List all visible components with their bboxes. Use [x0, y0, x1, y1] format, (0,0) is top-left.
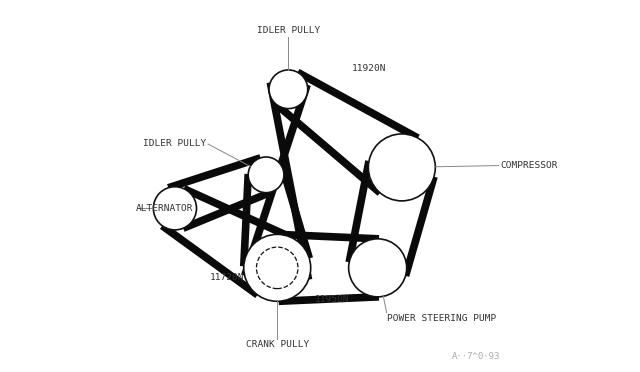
- Text: IDLER PULLY: IDLER PULLY: [257, 26, 320, 35]
- Text: A··7^0·93: A··7^0·93: [452, 352, 500, 361]
- Text: 11950N: 11950N: [314, 295, 349, 304]
- Circle shape: [369, 134, 435, 201]
- Text: 11920N: 11920N: [351, 64, 386, 73]
- Text: CRANK PULLY: CRANK PULLY: [246, 340, 309, 349]
- Circle shape: [154, 187, 196, 230]
- Circle shape: [248, 157, 284, 193]
- Circle shape: [244, 234, 310, 301]
- Text: COMPRESSOR: COMPRESSOR: [500, 161, 558, 170]
- Circle shape: [349, 239, 406, 297]
- Text: POWER STEERING PUMP: POWER STEERING PUMP: [387, 314, 496, 323]
- Text: IDLER PULLY: IDLER PULLY: [143, 139, 207, 148]
- Circle shape: [269, 70, 308, 109]
- Text: ALTERNATOR: ALTERNATOR: [136, 204, 193, 213]
- Text: 11720N: 11720N: [211, 273, 244, 282]
